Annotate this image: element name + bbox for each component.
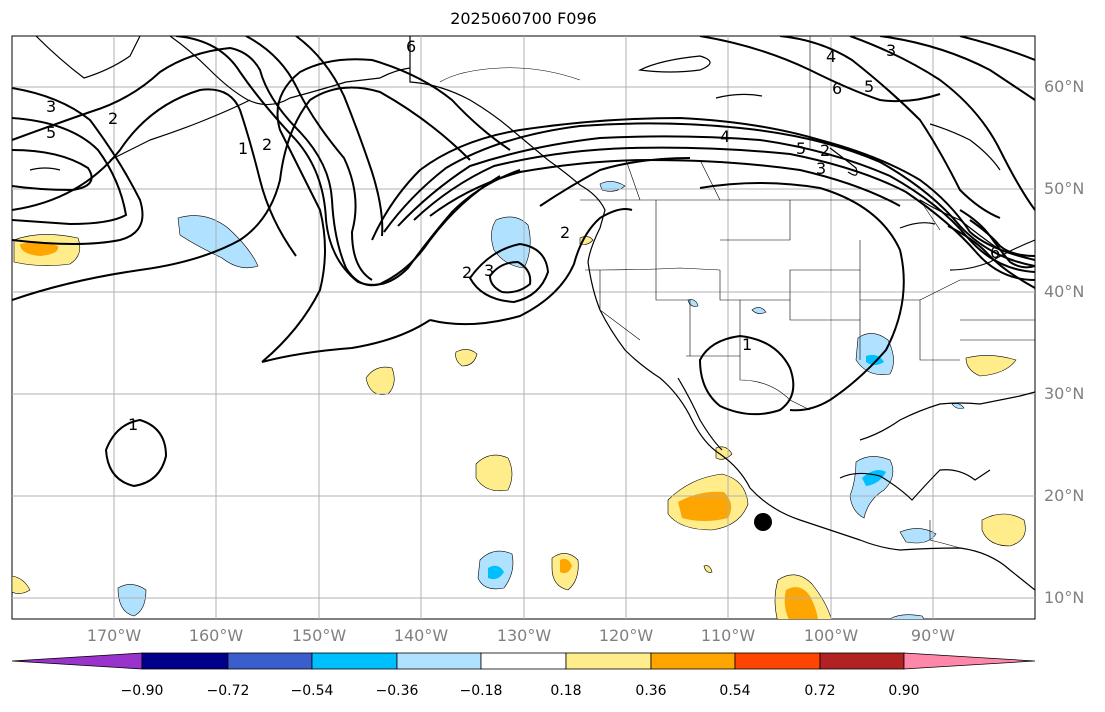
contour-label: 3 [484, 261, 494, 280]
colorbar-segment [227, 652, 313, 670]
longitude-label: 170°W [86, 626, 142, 645]
contour-lines [12, 36, 1035, 488]
contour-label: 6 [406, 37, 416, 56]
longitude-label: 130°W [496, 626, 552, 645]
colorbar-segment [311, 652, 398, 670]
longitude-label: 150°W [291, 626, 347, 645]
colorbar-tick-label: 0.72 [804, 683, 836, 699]
colorbar-tick-label: 0.36 [635, 683, 667, 699]
longitude-label: 120°W [598, 626, 654, 645]
colorbar-segment [650, 652, 736, 670]
contour-label: 6 [990, 243, 1000, 262]
colorbar-segment [734, 652, 821, 670]
storm-marker [754, 513, 772, 531]
colorbar [11, 652, 1036, 670]
latitude-label: 10°N [1044, 588, 1085, 607]
colorbar-tick-label: 0.18 [550, 683, 582, 699]
colorbar-segment [565, 652, 652, 670]
longitude-label: 140°W [393, 626, 449, 645]
contour-label: 1 [128, 415, 138, 434]
latitude-label: 40°N [1044, 282, 1085, 301]
contour-label: 4 [826, 47, 836, 66]
contour-label: 1 [238, 139, 248, 158]
contour-label: 2 [262, 135, 272, 154]
colorbar-tick-label: 0.54 [719, 683, 751, 699]
colorbar-tick-label: −0.54 [290, 683, 334, 699]
contour-label: 1 [742, 335, 752, 354]
contour-label: 3 [816, 159, 826, 178]
latitude-label: 60°N [1044, 77, 1085, 96]
contour-labels: 6 4 3 6 5 3 2 5 1 2 4 5 2 3 2 3 2 6 1 1 [46, 37, 1000, 434]
latitude-label: 50°N [1044, 179, 1085, 198]
colorbar-tick-label: −0.18 [459, 683, 503, 699]
colorbar-tick-label: −0.90 [120, 683, 164, 699]
contour-label: 5 [46, 123, 56, 142]
colorbar-segment [903, 652, 1036, 670]
colorbar-tick-label: 0.90 [888, 683, 920, 699]
longitude-label: 110°W [700, 626, 756, 645]
chart-title: 2025060700 F096 [450, 9, 597, 28]
contour-label: 2 [560, 223, 570, 242]
latitude-label: 30°N [1044, 384, 1085, 403]
political-borders [409, 36, 1035, 549]
colorbar-segment [396, 652, 482, 670]
contour-label: 4 [720, 127, 730, 146]
contour-label: 6 [832, 79, 842, 98]
colorbar-tick-label: −0.72 [206, 683, 250, 699]
contour-label: 5 [864, 77, 874, 96]
longitude-label: 160°W [188, 626, 244, 645]
colorbar-segment [819, 652, 905, 670]
colorbar-tick-label: −0.36 [375, 683, 419, 699]
longitude-label: 100°W [803, 626, 859, 645]
contour-label: 2 [108, 109, 118, 128]
contour-label: 5 [796, 139, 806, 158]
gridlines [12, 36, 1035, 619]
colorbar-segment [141, 652, 229, 670]
contour-label: 2 [462, 263, 472, 282]
latitude-label: 20°N [1044, 486, 1085, 505]
colorbar-segment [480, 652, 567, 670]
longitude-label: 90°W [910, 626, 956, 645]
colorbar-segment [11, 652, 143, 670]
contour-label: 3 [886, 41, 896, 60]
contour-label: 3 [46, 97, 56, 116]
contour-label: 2 [820, 141, 830, 160]
